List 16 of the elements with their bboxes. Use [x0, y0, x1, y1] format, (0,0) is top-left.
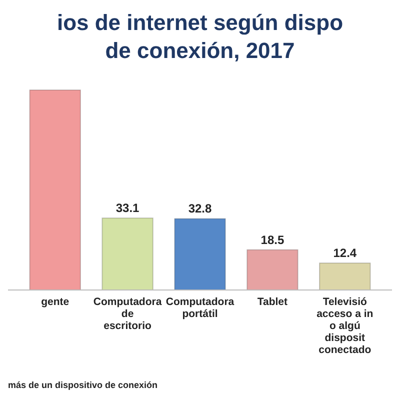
- data-label: 32.8: [188, 202, 212, 216]
- x-tick-label: Computadora portátil: [166, 296, 234, 320]
- data-label: 33.1: [116, 201, 140, 216]
- data-label: 12.4: [333, 246, 357, 260]
- x-tick-label: Tablet: [257, 296, 288, 308]
- data-label: 18.5: [260, 232, 284, 247]
- bar: [29, 90, 81, 290]
- x-tick-label: Televisió acceso a in o algú disposit conectado: [316, 296, 374, 356]
- x-tick-label: gente: [41, 296, 70, 308]
- bar: [246, 249, 298, 290]
- chart-title: ios de internet según dispo de conexión, 2017: [56, 10, 344, 63]
- bar: [174, 218, 226, 290]
- text: más de un dispositivo de conexión: [8, 380, 158, 390]
- bar: [319, 262, 371, 290]
- bar: [102, 218, 154, 290]
- x-tick-label: Computadora de escritorio: [93, 296, 162, 332]
